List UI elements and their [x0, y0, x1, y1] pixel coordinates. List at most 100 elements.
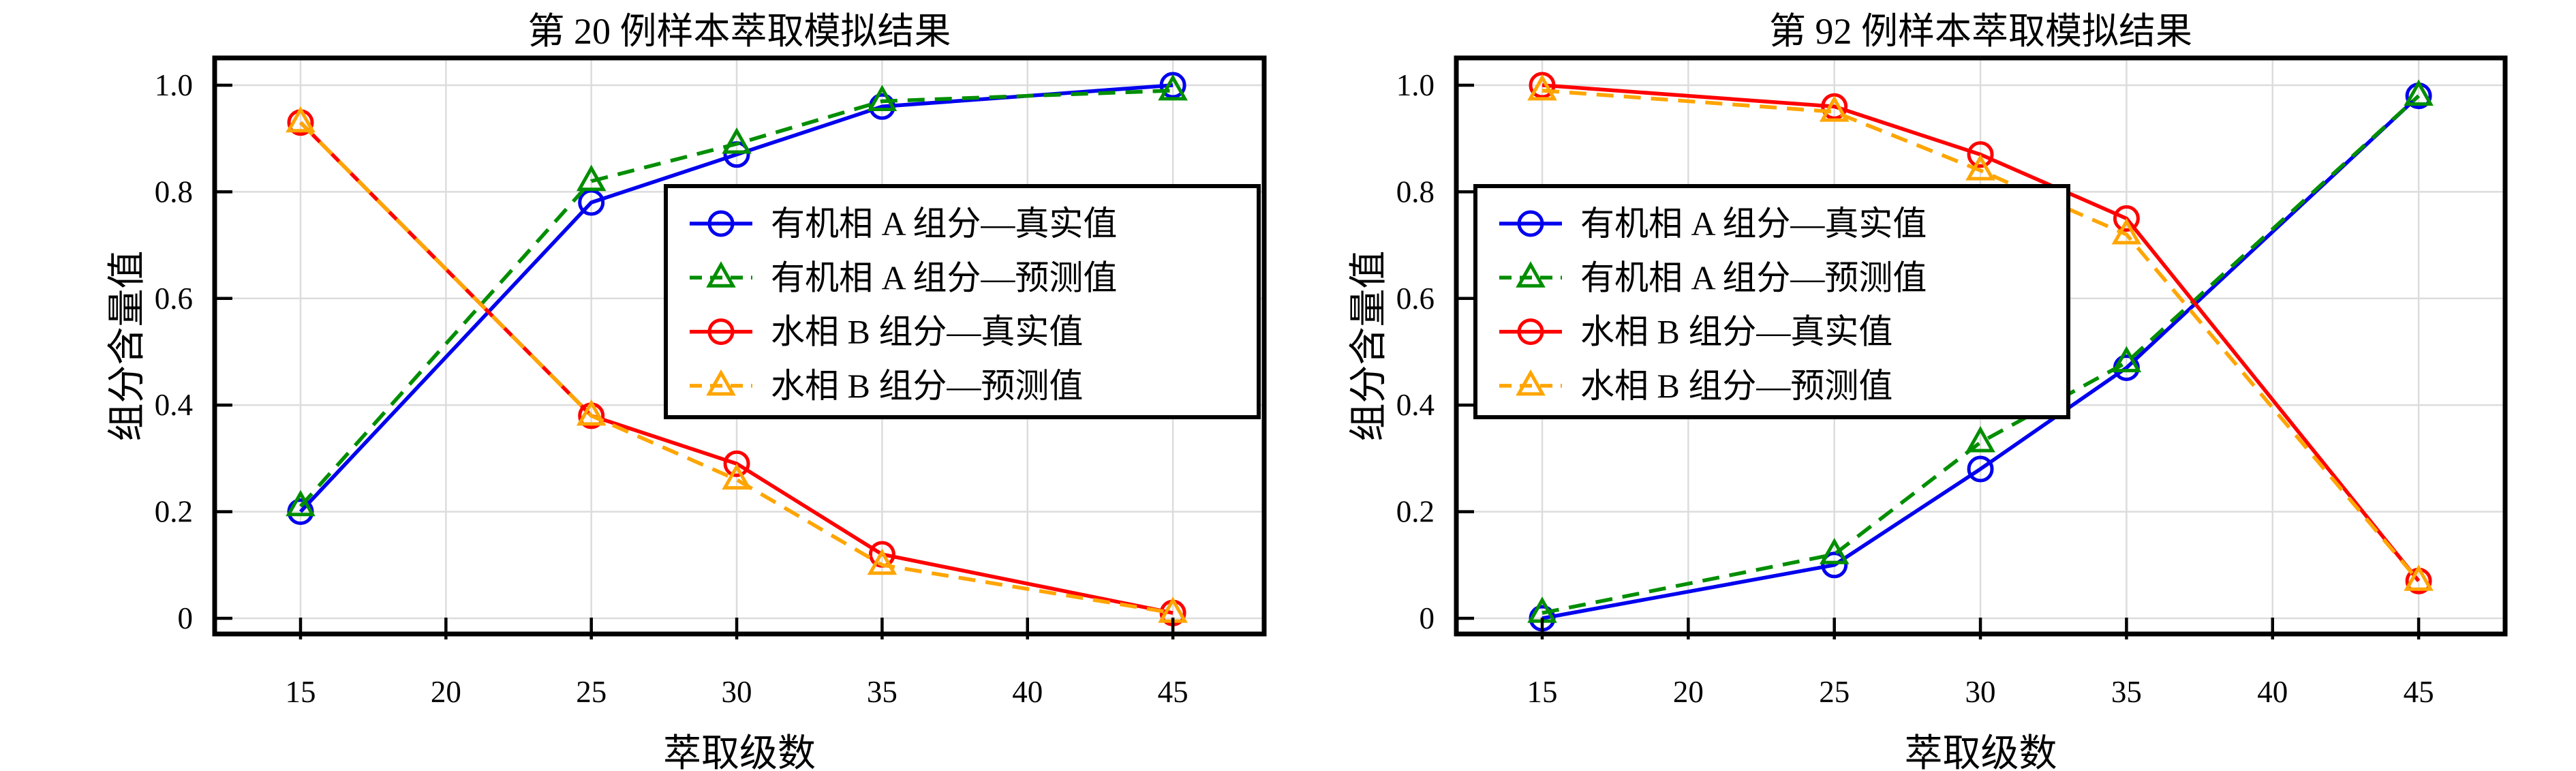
organic-a-pred-triangle-marker [867, 85, 898, 111]
x-tick-label: 15 [286, 675, 316, 709]
legend-item-aqueous-b-true: 水相 B 组分—真实值 [690, 313, 1083, 351]
axis-ticks [1456, 83, 2421, 639]
aqueous-b-pred-triangle-marker [867, 548, 898, 575]
aqueous-b-pred-triangle-marker [722, 463, 752, 490]
aqueous-b-pred-triangle-marker [286, 106, 316, 133]
aqueous-b-true-circle-marker [723, 450, 750, 477]
aqueous-b-pred-triangle-marker [576, 399, 607, 426]
y-tick-label: 0.8 [155, 175, 193, 209]
legend-organic-a-pred-triangle-marker [1516, 261, 1546, 288]
legend-label: 水相 B 组分—预测值 [1580, 367, 1892, 405]
aqueous-b-pred-triangle-marker [2111, 217, 2142, 245]
organic-a-pred-triangle-marker [722, 127, 752, 154]
organic-a-pred-line [298, 89, 1174, 508]
y-axis-label: 组分含量值 [1348, 251, 1390, 442]
legend-label: 有机相 A 组分—真实值 [1580, 205, 1927, 243]
legend-label: 水相 B 组分—真实值 [771, 313, 1083, 351]
organic-a-pred-triangle-marker [1965, 425, 1995, 453]
legend-item-organic-a-pred: 有机相 A 组分—预测值 [1499, 258, 1927, 297]
y-tick-label: 1.0 [155, 68, 193, 102]
legend-item-aqueous-b-pred: 水相 B 组分—预测值 [1499, 367, 1892, 405]
organic-a-pred-triangle-marker [1819, 538, 1850, 564]
legend-label: 水相 B 组分—预测值 [771, 367, 1083, 405]
legend-label: 有机相 A 组分—真实值 [771, 205, 1117, 243]
legend-item-organic-a-true: 有机相 A 组分—真实值 [1499, 205, 1927, 243]
x-tick-label: 30 [1965, 675, 1996, 709]
x-tick-label: 30 [722, 675, 752, 709]
organic-a-true-line [1542, 94, 2420, 620]
x-tick-label: 25 [576, 675, 607, 709]
x-tick-label: 45 [1158, 675, 1189, 709]
aqueous-b-true-circle-marker [2113, 205, 2140, 232]
right-chart-title: 第 92 例样本萃取模拟结果 [1769, 11, 2192, 52]
left-chart-title: 第 20 例样本萃取模拟结果 [528, 11, 951, 52]
y-tick-label: 0.6 [1396, 282, 1435, 316]
y-tick-label: 0 [178, 601, 194, 635]
x-tick-label: 45 [2404, 675, 2434, 709]
legend-organic-a-pred-triangle-marker [706, 261, 736, 288]
aqueous-b-pred-triangle-marker [1819, 95, 1850, 122]
aqueous-b-pred-line [299, 121, 1174, 615]
x-tick-label: 35 [2111, 675, 2142, 709]
x-tick-label: 20 [1673, 675, 1704, 709]
legend-organic-a-true-circle-marker [707, 210, 735, 237]
plot-border [212, 55, 1267, 637]
x-tick-label: 40 [2257, 675, 2288, 709]
organic-a-true-circle-marker [1967, 455, 1994, 483]
legend-label: 水相 B 组分—真实值 [1580, 313, 1892, 351]
y-tick-label: 0.4 [155, 388, 193, 422]
series-organic-a-true [1529, 82, 2432, 632]
legend-aqueous-b-true-circle-marker [1517, 318, 1544, 346]
legend-aqueous-b-pred-triangle-marker [706, 369, 736, 396]
organic-a-pred-triangle-marker [1158, 74, 1188, 101]
aqueous-b-pred-line [1542, 89, 2421, 583]
y-tick-label: 0.4 [1396, 388, 1435, 422]
aqueous-b-true-circle-marker [1821, 93, 1848, 120]
legend-label: 有机相 A 组分—预测值 [771, 258, 1117, 297]
legend-item-organic-a-true: 有机相 A 组分—真实值 [690, 205, 1117, 243]
legend-aqueous-b-pred-triangle-marker [1516, 369, 1546, 396]
legend-item-aqueous-b-pred: 水相 B 组分—预测值 [690, 367, 1083, 405]
y-tick-label: 1.0 [1396, 68, 1435, 102]
x-tick-label: 15 [1527, 675, 1558, 709]
x-axis-label: 萃取级数 [1905, 733, 2057, 771]
chart-left: 15 20 25 30 35 40 45 0 0.2 0.4 0.6 0.8 1.0 第 20 例样本萃取… [106, 11, 1267, 771]
x-tick-label: 25 [1819, 675, 1850, 709]
legend-organic-a-true-circle-marker [1517, 210, 1544, 237]
legend-box [1473, 184, 2070, 419]
y-tick-label: 0.8 [1396, 175, 1435, 209]
organic-a-true-circle-marker [1159, 72, 1186, 99]
organic-a-pred-triangle-marker [576, 164, 607, 192]
x-tick-label: 40 [1012, 675, 1043, 709]
chart-right: 15 20 25 30 35 40 45 0 0.2 0.4 0.6 0.8 1.0 第 92 例样本萃取… [1348, 11, 2508, 771]
series-organic-a-pred [286, 74, 1188, 517]
organic-a-true-circle-marker [1821, 551, 1848, 579]
legend-item-organic-a-pred: 有机相 A 组分—预测值 [690, 258, 1117, 297]
y-tick-label: 0.2 [1396, 495, 1435, 529]
legend-label: 有机相 A 组分—预测值 [1580, 258, 1927, 297]
aqueous-b-pred-triangle-marker [1965, 154, 1995, 181]
legend-box [664, 184, 1261, 419]
aqueous-b-pred-triangle-marker [1527, 74, 1557, 101]
organic-a-pred-line [1542, 94, 2420, 615]
axis-ticks [215, 83, 1175, 639]
series-aqueous-b-pred [1527, 74, 2434, 591]
x-tick-label: 20 [431, 675, 461, 709]
organic-a-pred-triangle-marker [2111, 346, 2142, 373]
aqueous-b-pred-triangle-marker [2404, 564, 2434, 591]
legend-aqueous-b-true-circle-marker [707, 318, 735, 346]
organic-a-pred-triangle-marker [2404, 79, 2434, 106]
x-tick-label: 35 [867, 675, 898, 709]
aqueous-b-true-circle-marker [1529, 72, 1556, 99]
y-tick-label: 0.6 [155, 282, 193, 316]
legend-item-aqueous-b-true: 水相 B 组分—真实值 [1499, 313, 1892, 351]
aqueous-b-true-circle-marker [1967, 141, 1994, 168]
organic-a-pred-triangle-marker [286, 489, 316, 517]
x-axis-label: 萃取级数 [663, 733, 816, 771]
y-axis-label: 组分含量值 [106, 251, 149, 442]
y-tick-label: 0.2 [155, 495, 193, 529]
